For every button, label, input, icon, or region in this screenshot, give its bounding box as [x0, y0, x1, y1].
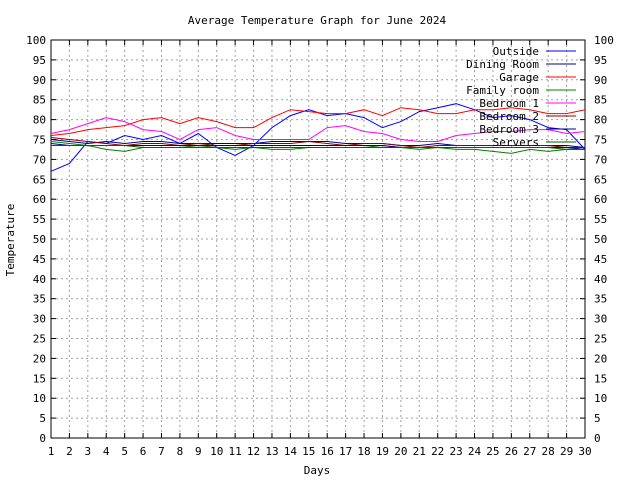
- legend-label: Family room: [466, 84, 539, 97]
- y-tick-label-right: 85: [594, 94, 607, 107]
- y-tick-label: 20: [33, 352, 46, 365]
- x-tick-label: 5: [121, 445, 128, 458]
- series-line-garage: [50, 107, 586, 136]
- y-tick-label-right: 40: [594, 273, 607, 286]
- legend-label: Servers: [493, 136, 539, 149]
- x-tick-label: 29: [560, 445, 573, 458]
- x-tick-label: 25: [486, 445, 499, 458]
- x-tick-label: 2: [66, 445, 73, 458]
- x-tick-label: 26: [505, 445, 518, 458]
- y-tick-label-right: 50: [594, 233, 607, 246]
- y-tick-label-right: 90: [594, 74, 607, 87]
- y-tick-label: 80: [33, 114, 46, 127]
- x-tick-label: 30: [578, 445, 591, 458]
- y-tick-label: 60: [33, 193, 46, 206]
- y-tick-label: 5: [39, 412, 46, 425]
- x-tick-label: 10: [210, 445, 223, 458]
- y-tick-label: 45: [33, 253, 46, 266]
- y-tick-label: 70: [33, 153, 46, 166]
- y-tick-label-right: 55: [594, 213, 607, 226]
- x-tick-label: 9: [195, 445, 202, 458]
- legend-label: Dining Room: [466, 58, 539, 71]
- x-tick-label: 20: [394, 445, 407, 458]
- y-tick-label-right: 35: [594, 293, 607, 306]
- y-tick-label-right: 70: [594, 153, 607, 166]
- y-tick-label-right: 20: [594, 352, 607, 365]
- x-tick-label: 3: [85, 445, 92, 458]
- x-tick-label: 16: [321, 445, 334, 458]
- y-tick-label: 15: [33, 372, 46, 385]
- y-tick-label: 90: [33, 74, 46, 87]
- y-tick-label: 10: [33, 392, 46, 405]
- series-line-servers: [51, 145, 585, 150]
- y-tick-label-right: 45: [594, 253, 607, 266]
- x-tick-label: 4: [103, 445, 110, 458]
- x-axis-label: Days: [304, 464, 331, 477]
- x-tick-label: 17: [339, 445, 352, 458]
- x-tick-label: 14: [284, 445, 298, 458]
- y-tick-label: 0: [39, 432, 46, 445]
- y-tick-label-right: 10: [594, 392, 607, 405]
- x-tick-label: 8: [177, 445, 184, 458]
- y-tick-label: 65: [33, 173, 46, 186]
- x-tick-label: 28: [542, 445, 555, 458]
- y-tick-label-right: 0: [594, 432, 601, 445]
- x-tick-label: 18: [357, 445, 370, 458]
- y-axis-label: Temperature: [4, 204, 17, 277]
- x-tick-label: 24: [468, 445, 482, 458]
- legend-label: Bedroom 3: [479, 123, 539, 136]
- y-tick-label-right: 95: [594, 54, 607, 67]
- legend-label: Bedroom 1: [479, 97, 539, 110]
- y-tick-label-right: 60: [594, 193, 607, 206]
- y-tick-label: 75: [33, 134, 46, 147]
- y-tick-label-right: 80: [594, 114, 607, 127]
- y-tick-label-right: 15: [594, 372, 607, 385]
- series-group: [50, 103, 586, 172]
- x-tick-label: 15: [302, 445, 315, 458]
- x-tick-label: 1: [48, 445, 55, 458]
- x-tick-label: 13: [265, 445, 278, 458]
- y-tick-label: 30: [33, 313, 46, 326]
- x-tick-label: 19: [376, 445, 389, 458]
- y-tick-label: 25: [33, 333, 46, 346]
- y-tick-label-right: 25: [594, 333, 607, 346]
- y-tick-label: 85: [33, 94, 46, 107]
- series-line-bedroom-1: [50, 117, 586, 142]
- x-tick-label: 21: [413, 445, 426, 458]
- x-tick-label: 22: [431, 445, 444, 458]
- y-tick-label-right: 30: [594, 313, 607, 326]
- grid-lines: [51, 40, 585, 438]
- legend-label: Bedroom 2: [479, 110, 539, 123]
- chart-title: Average Temperature Graph for June 2024: [188, 14, 447, 27]
- legend-label: Garage: [499, 71, 539, 84]
- y-tick-label: 35: [33, 293, 46, 306]
- series-line-bedroom-2: [50, 137, 585, 149]
- x-tick-label: 23: [449, 445, 462, 458]
- y-tick-label: 40: [33, 273, 46, 286]
- x-tick-label: 7: [158, 445, 165, 458]
- x-tick-label: 11: [229, 445, 242, 458]
- legend-label: Outside: [493, 45, 539, 58]
- y-tick-label-right: 5: [594, 412, 601, 425]
- x-tick-label: 27: [523, 445, 536, 458]
- y-tick-label-right: 75: [594, 134, 607, 147]
- y-tick-label: 100: [26, 34, 46, 47]
- x-tick-label: 6: [140, 445, 147, 458]
- y-tick-label: 95: [33, 54, 46, 67]
- x-tick-label: 12: [247, 445, 260, 458]
- y-tick-label-right: 65: [594, 173, 607, 186]
- y-tick-label: 55: [33, 213, 46, 226]
- y-tick-label-right: 100: [594, 34, 614, 47]
- y-tick-label: 50: [33, 233, 46, 246]
